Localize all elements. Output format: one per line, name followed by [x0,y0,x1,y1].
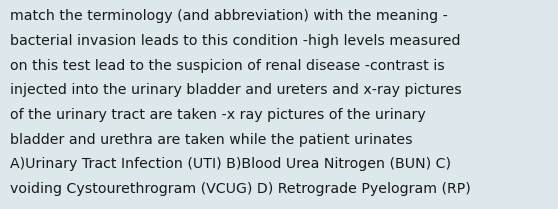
Text: of the urinary tract are taken -x ray pictures of the urinary: of the urinary tract are taken -x ray pi… [10,108,426,122]
Text: match the terminology (and abbreviation) with the meaning -: match the terminology (and abbreviation)… [10,9,448,23]
Text: bladder and urethra are taken while the patient urinates: bladder and urethra are taken while the … [10,133,413,147]
Text: A)Urinary Tract Infection (UTI) B)Blood Urea Nitrogen (BUN) C): A)Urinary Tract Infection (UTI) B)Blood … [10,157,451,171]
Text: injected into the urinary bladder and ureters and x-ray pictures: injected into the urinary bladder and ur… [10,83,462,97]
Text: voiding Cystourethrogram (VCUG) D) Retrograde Pyelogram (RP): voiding Cystourethrogram (VCUG) D) Retro… [10,182,471,196]
Text: on this test lead to the suspicion of renal disease -contrast is: on this test lead to the suspicion of re… [10,59,445,73]
Text: bacterial invasion leads to this condition -high levels measured: bacterial invasion leads to this conditi… [10,34,460,48]
